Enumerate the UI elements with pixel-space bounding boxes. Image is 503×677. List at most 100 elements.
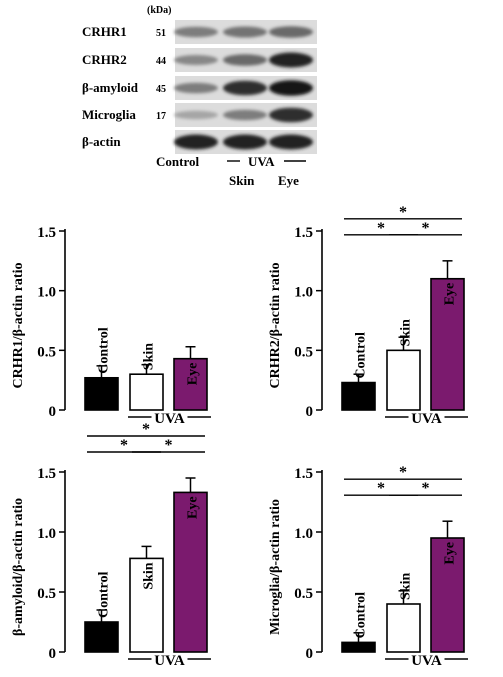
category-label: Eye — [443, 283, 458, 306]
bar-chart: 0 0.5 1.0 1.5 CRHR2/β-actin ratio Control Skin… — [268, 204, 468, 427]
blot-row: CRHR1 51 — [82, 20, 317, 44]
category-label: Control — [97, 327, 112, 374]
blot-band — [269, 52, 313, 68]
blot-protein-label: Microglia — [82, 107, 136, 122]
blot-kda-value: 44 — [156, 56, 166, 67]
y-tick-label: 1.0 — [37, 285, 56, 301]
category-label: Skin — [142, 562, 157, 589]
y-tick-label: 0.5 — [294, 344, 313, 360]
blot-band — [174, 55, 218, 65]
blot-row: CRHR2 44 — [82, 48, 317, 72]
blot-band — [174, 26, 218, 38]
category-label: Skin — [399, 319, 414, 346]
blot-band — [269, 107, 313, 123]
bar — [430, 537, 465, 653]
blot-protein-label: CRHR1 — [82, 24, 127, 39]
blot-protein-label: CRHR2 — [82, 52, 127, 67]
y-axis-title: CRHR2/β-actin ratio — [268, 263, 283, 389]
blot-rows: CRHR1 51 CRHR2 44 β-amyloid 45 Microglia 17 β-ac… — [82, 20, 317, 154]
lane-label-eye: Eye — [278, 173, 299, 188]
y-axis-title: CRHR1/β-actin ratio — [11, 263, 26, 389]
y-tick-label: 1.0 — [294, 285, 313, 301]
blot-protein-label: β-amyloid — [82, 80, 139, 95]
blot-band — [269, 26, 313, 38]
significance-star: * — [377, 480, 385, 497]
bar — [173, 491, 208, 653]
blot-band — [174, 134, 218, 150]
blot-band — [174, 82, 218, 94]
y-tick-label: 0.5 — [37, 344, 56, 360]
bar — [84, 376, 119, 411]
category-label: Eye — [443, 542, 458, 565]
significance-star: * — [422, 220, 430, 237]
blot-row: β-actin — [82, 130, 317, 154]
y-tick-label: 1.5 — [37, 225, 56, 241]
y-tick-label: 0 — [49, 404, 57, 420]
significance-star: * — [399, 204, 407, 221]
western-blot: (kDa) CRHR1 51 CRHR2 44 β-amyloid 45 Microglia… — [82, 5, 317, 188]
y-tick-label: 1.0 — [37, 526, 56, 542]
y-axis-title: Microglia/β-actin ratio — [268, 499, 283, 635]
bar-chart: 0 0.5 1.0 1.5 Microglia/β-actin ratio Control… — [268, 464, 468, 669]
category-label: Control — [97, 571, 112, 618]
group-label: UVA — [154, 411, 185, 427]
blot-band — [223, 109, 267, 121]
bar — [430, 277, 465, 411]
blot-row: β-amyloid 45 — [82, 76, 317, 100]
significance-star: * — [422, 480, 430, 497]
y-tick-label: 0.5 — [294, 586, 313, 602]
significance-star: * — [377, 220, 385, 237]
y-axis-title: β-amyloid/β-actin ratio — [11, 498, 26, 636]
bar-charts: 0 0.5 1.0 1.5 CRHR1/β-actin ratio Control Skin… — [11, 204, 468, 669]
lane-label-skin: Skin — [229, 173, 255, 188]
significance-star: * — [165, 437, 173, 454]
blot-protein-label: β-actin — [82, 134, 121, 149]
bar — [84, 621, 119, 653]
significance-star: * — [142, 421, 150, 438]
y-tick-label: 0 — [306, 646, 314, 662]
bar — [341, 381, 376, 411]
blot-band — [174, 110, 218, 120]
group-label: UVA — [411, 411, 442, 427]
y-tick-label: 0 — [49, 646, 57, 662]
blot-band — [223, 26, 267, 38]
blot-kda-value: 17 — [156, 111, 166, 122]
bar — [173, 357, 208, 411]
lane-label-uva: UVA — [248, 154, 275, 169]
category-label: Eye — [186, 496, 201, 519]
y-tick-label: 1.0 — [294, 526, 313, 542]
bar — [341, 641, 376, 653]
y-tick-label: 1.5 — [37, 466, 56, 482]
significance-star: * — [120, 437, 128, 454]
bar-chart: 0 0.5 1.0 1.5 CRHR1/β-actin ratio Control Skin… — [11, 225, 211, 427]
category-label: Control — [354, 332, 369, 379]
y-tick-label: 0.5 — [37, 586, 56, 602]
blot-kda-value: 51 — [156, 28, 166, 39]
kda-label: (kDa) — [147, 5, 171, 16]
category-label: Eye — [186, 363, 201, 386]
category-label: Skin — [142, 343, 157, 370]
lane-label-control: Control — [156, 154, 199, 169]
significance-star: * — [399, 464, 407, 481]
blot-band — [223, 134, 267, 150]
blot-lane-labels: Control UVA Skin Eye — [156, 154, 306, 188]
y-tick-label: 0 — [306, 404, 314, 420]
blot-band — [269, 80, 313, 96]
bar-chart: 0 0.5 1.0 1.5 β-amyloid/β-actin ratio Control… — [11, 421, 211, 669]
y-tick-label: 1.5 — [294, 225, 313, 241]
category-label: Skin — [399, 573, 414, 600]
bar — [386, 603, 421, 653]
bar — [129, 557, 164, 653]
blot-row: Microglia 17 — [82, 103, 317, 127]
blot-band — [223, 80, 267, 96]
blot-band — [269, 134, 313, 150]
blot-kda-value: 45 — [156, 84, 166, 95]
group-label: UVA — [411, 653, 442, 669]
category-label: Control — [354, 592, 369, 639]
bar — [386, 349, 421, 411]
group-label: UVA — [154, 653, 185, 669]
bar — [129, 373, 164, 411]
blot-band — [223, 54, 267, 66]
y-tick-label: 1.5 — [294, 466, 313, 482]
